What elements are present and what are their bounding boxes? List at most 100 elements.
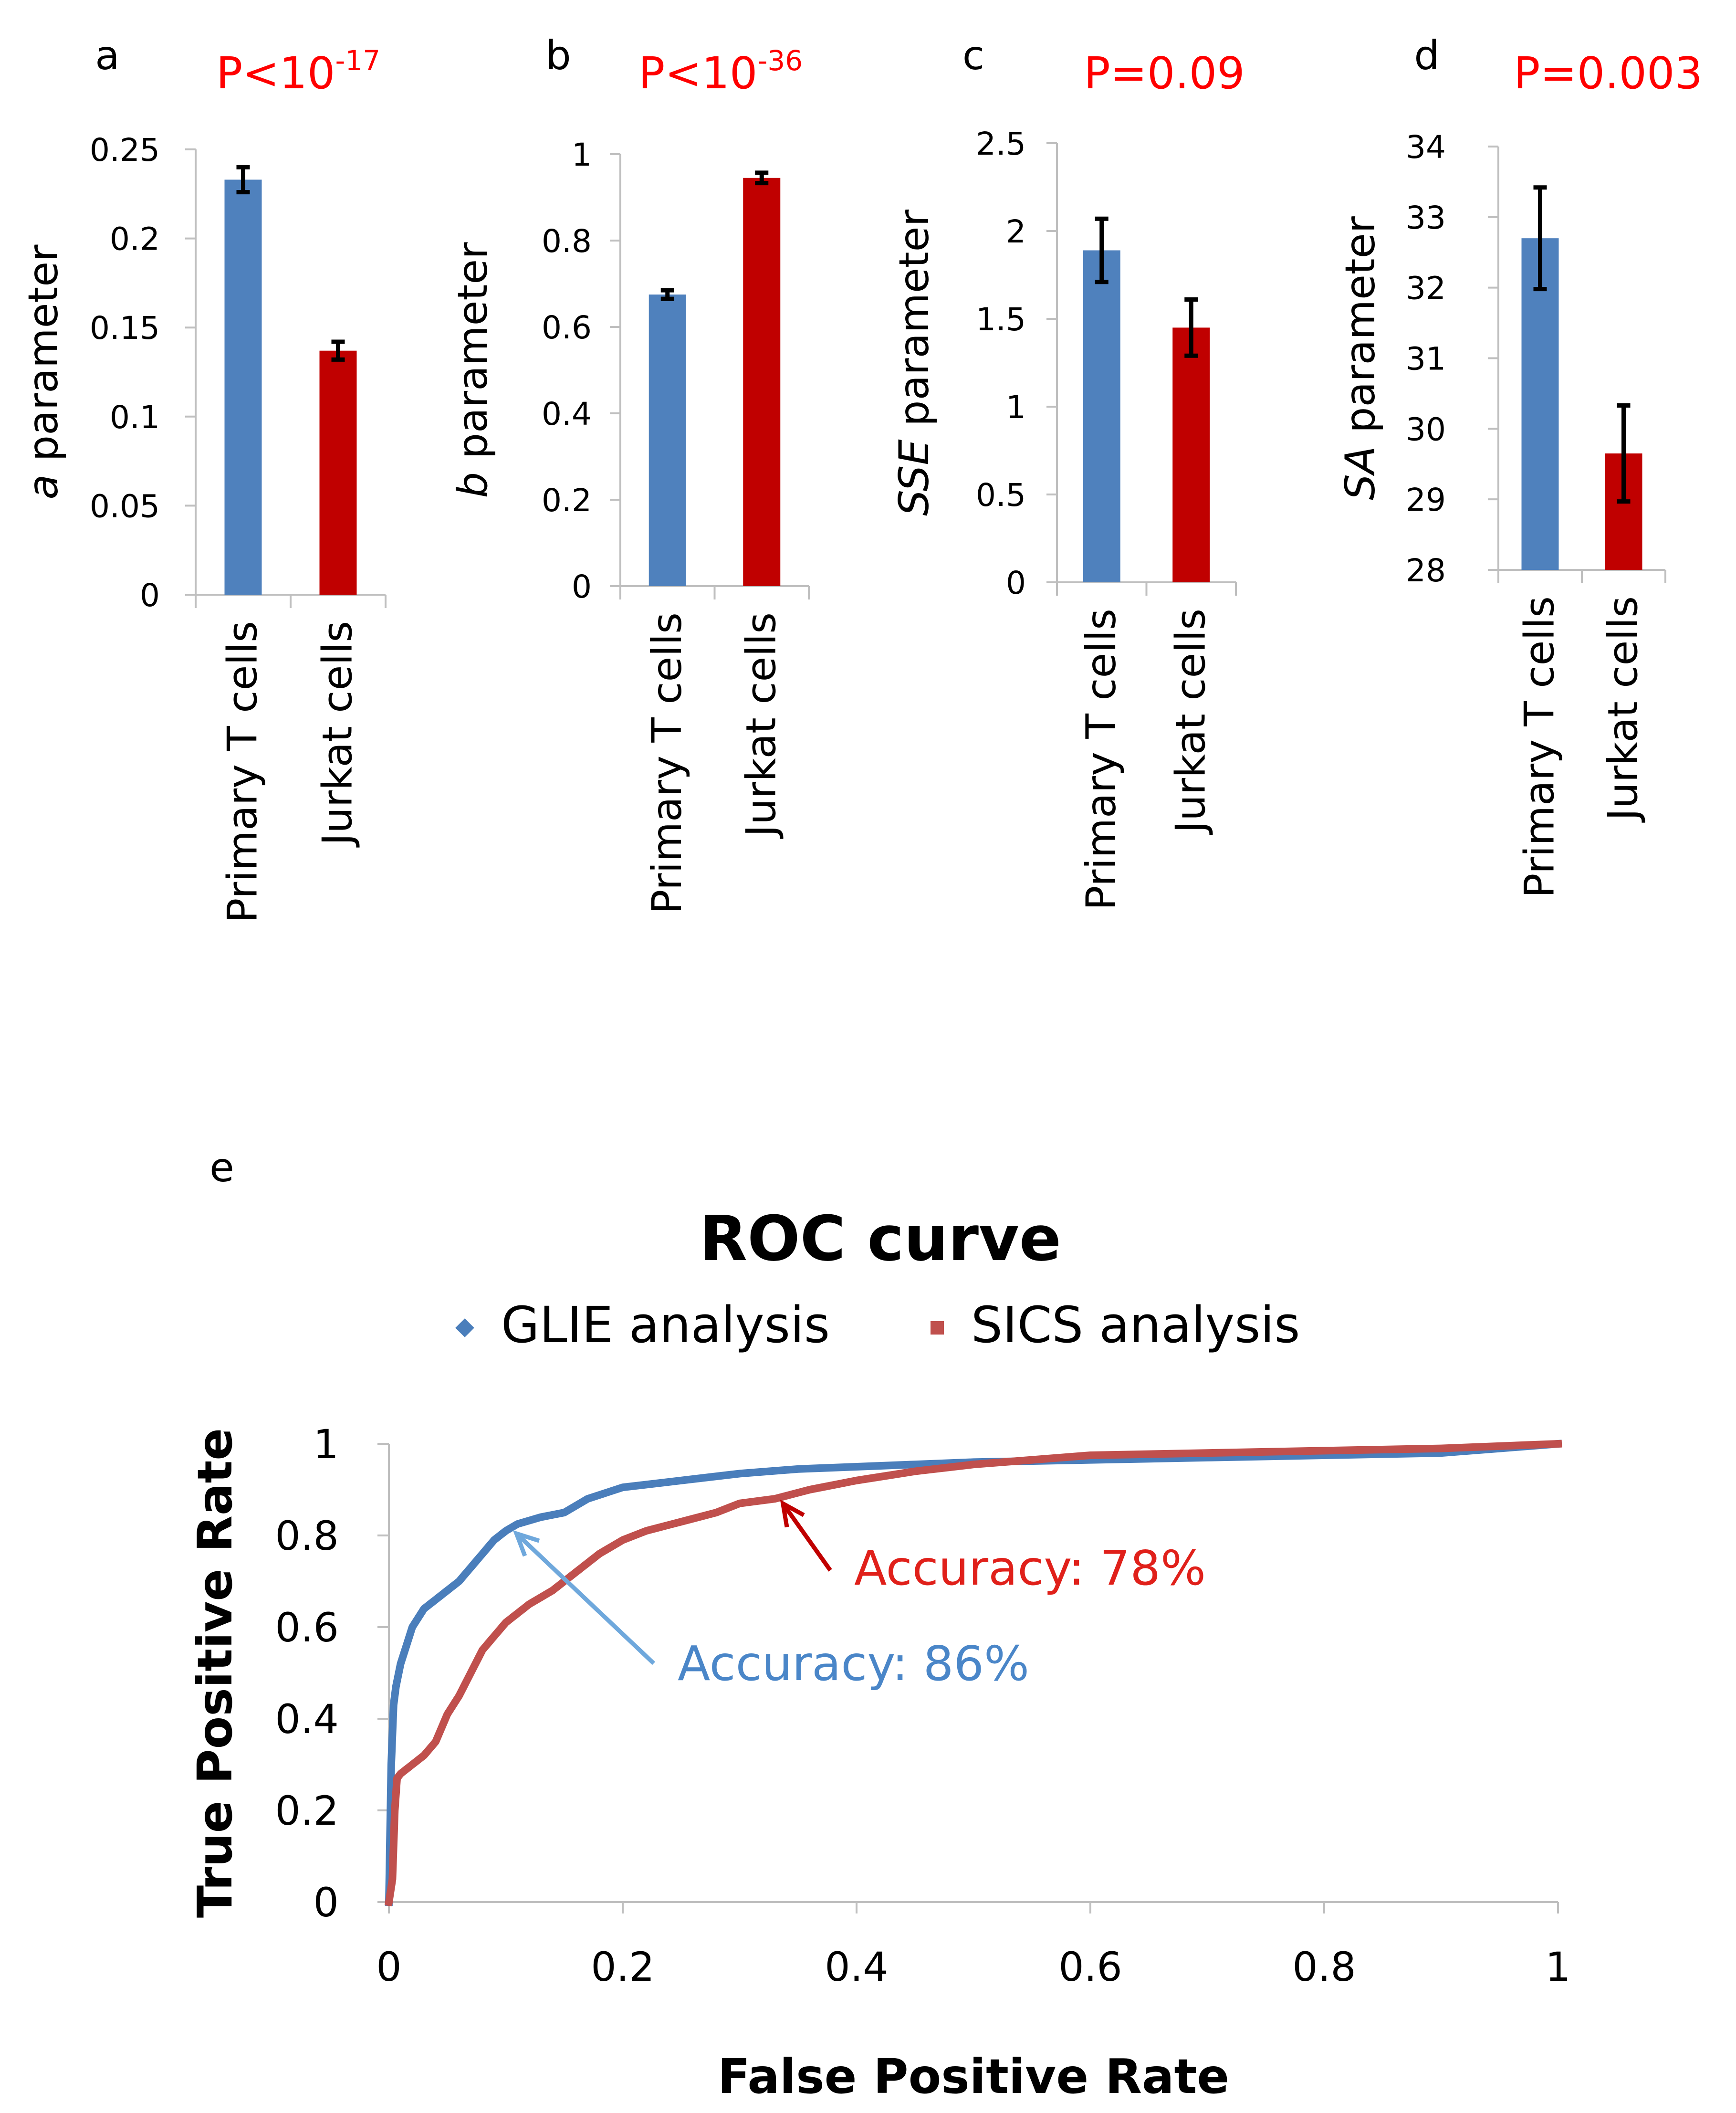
x-tick-label: 1 [1545, 1944, 1570, 1990]
y-tick-label: 0.1 [110, 399, 160, 436]
y-tick-label: 0.4 [275, 1696, 339, 1743]
y-tick-label: 28 [1406, 552, 1446, 589]
panel-label-d: d [1414, 32, 1439, 79]
annotations: Accuracy: 86% Accuracy: 78% [512, 1499, 1206, 1692]
y-tick-label: 34 [1406, 129, 1446, 166]
bar-jurkat-cells [319, 350, 357, 595]
x-tick-label: 0.6 [1058, 1944, 1122, 1990]
y-tick-label: 0.2 [110, 221, 160, 258]
y-axis-label-symbol: b [449, 472, 497, 498]
y-axis-label: SSE parameter [890, 209, 938, 515]
bar-chart-d: d P=0.003 28 29 30 31 32 33 34 SA parameter Primar… [1337, 32, 1703, 898]
bar-chart-b: b P<10-36 0 0.2 0.4 0.6 0.8 1 b parameter Primary… [449, 32, 810, 914]
y-tick-label: 0.5 [976, 477, 1026, 514]
legend-label-sics: SICS analysis [971, 1296, 1300, 1354]
p-value-base: P<10 [638, 48, 758, 99]
y-axis-label-symbol: SSE [890, 439, 938, 516]
p-value-c: P=0.09 [1084, 48, 1244, 99]
annotation-arrow-glie-head [512, 1530, 540, 1557]
bar-chart-c: c P=0.09 0 0.5 1 1.5 2 2.5 SSE parameter Primary … [890, 32, 1245, 910]
series-line-sics [384, 1440, 1562, 1907]
y-tick-label: 0.6 [275, 1604, 339, 1651]
category-label-primary-t-cells: Primary T cells [1077, 609, 1125, 910]
panel-label-a: a [95, 32, 119, 79]
category-label-primary-t-cells: Primary T cells [1516, 596, 1564, 898]
category-label-jurkat-cells: Jurkat cells [314, 621, 362, 848]
x-tick-label: 0.4 [825, 1944, 889, 1990]
category-label-jurkat-cells: Jurkat cells [1600, 596, 1647, 823]
category-label-primary-t-cells: Primary T cells [643, 612, 691, 914]
y-tick-label: 1 [1006, 389, 1026, 426]
panel-label-e: e [209, 1144, 234, 1191]
legend-marker-glie [455, 1318, 474, 1337]
y-tick-label: 0 [572, 568, 592, 605]
category-label-jurkat-cells: Jurkat cells [1167, 609, 1214, 835]
y-tick-label: 0.4 [542, 396, 592, 432]
legend-marker-sics [931, 1321, 944, 1335]
y-tick-label: 2 [1006, 213, 1026, 250]
y-axis-label: b parameter [449, 242, 497, 498]
y-tick-label: 0.8 [542, 223, 592, 260]
y-tick-label: 0.6 [542, 309, 592, 346]
panel-label-c: c [962, 32, 984, 79]
x-axis-label: False Positive Rate [718, 2049, 1229, 2104]
bar-jurkat-cells [1172, 327, 1210, 582]
y-tick-label: 1 [314, 1421, 339, 1468]
category-label-primary-t-cells: Primary T cells [219, 621, 267, 923]
p-value-exponent: -17 [335, 44, 380, 77]
p-value-a: P<10-17 [216, 44, 380, 99]
p-value-base: P=0.003 [1514, 48, 1703, 99]
p-value-base: P<10 [216, 48, 335, 99]
x-tick-label: 0 [376, 1944, 401, 1990]
y-axis-label: SA parameter [1337, 216, 1384, 500]
y-tick-label: 0.05 [90, 488, 160, 525]
bar-primary-t-cells [224, 179, 262, 595]
y-axis-label-symbol: SA [1337, 446, 1384, 500]
p-value-exponent: -36 [757, 44, 803, 77]
roc-panel: e ROC curve GLIE analysis SICS analysis 0 0.2… [187, 1144, 1571, 2104]
annotation-arrow-glie-shaft [515, 1532, 656, 1665]
y-tick-label: 2.5 [976, 126, 1026, 162]
y-tick-label: 1 [572, 137, 592, 173]
y-axis-label-text: parameter [20, 244, 67, 474]
annotation-accuracy-glie: Accuracy: 86% [678, 1636, 1029, 1692]
y-axis-label-text: parameter [1337, 216, 1384, 446]
y-tick-label: 0 [1006, 565, 1026, 601]
bar-primary-t-cells [1083, 250, 1120, 582]
legend: GLIE analysis SICS analysis [455, 1296, 1300, 1354]
y-axis-label-text: parameter [890, 209, 938, 439]
y-tick-label: 33 [1406, 200, 1446, 236]
y-axis-label: True Positive Rate [187, 1428, 243, 1918]
y-axis-label-text: parameter [449, 242, 497, 472]
annotation-accuracy-sics: Accuracy: 78% [854, 1540, 1206, 1596]
p-value-d: P=0.003 [1514, 48, 1703, 99]
y-tick-label: 0.2 [542, 482, 592, 519]
y-tick-label: 1.5 [976, 301, 1026, 338]
y-tick-label: 31 [1406, 341, 1446, 378]
y-tick-label: 0 [314, 1879, 339, 1926]
y-tick-label: 0.15 [90, 310, 160, 347]
annotation-arrow-sics-head [780, 1499, 805, 1528]
x-tick-label: 0.2 [591, 1944, 655, 1990]
y-tick-label: 0.8 [275, 1513, 339, 1559]
y-tick-label: 0.2 [275, 1787, 339, 1834]
y-axis-label: a parameter [20, 244, 67, 500]
p-value-base: P=0.09 [1084, 48, 1244, 99]
chart-title: ROC curve [700, 1202, 1061, 1275]
legend-label-glie: GLIE analysis [501, 1296, 830, 1354]
y-tick-label: 32 [1406, 270, 1446, 307]
panel-label-b: b [545, 32, 571, 79]
bar-chart-a: a P<10-17 0 0.05 0.1 0.15 0.2 0.25 a parameter Pr… [20, 32, 387, 923]
bar-jurkat-cells [743, 178, 781, 586]
p-value-b: P<10-36 [638, 44, 803, 99]
y-tick-label: 0 [140, 577, 160, 614]
bar-primary-t-cells [1521, 238, 1559, 570]
bar-primary-t-cells [648, 294, 686, 586]
x-tick-label: 0.8 [1292, 1944, 1356, 1990]
y-axis-label-symbol: a [20, 474, 67, 500]
y-tick-label: 0.25 [90, 132, 160, 168]
y-tick-label: 30 [1406, 411, 1446, 448]
category-label-jurkat-cells: Jurkat cells [737, 612, 785, 839]
